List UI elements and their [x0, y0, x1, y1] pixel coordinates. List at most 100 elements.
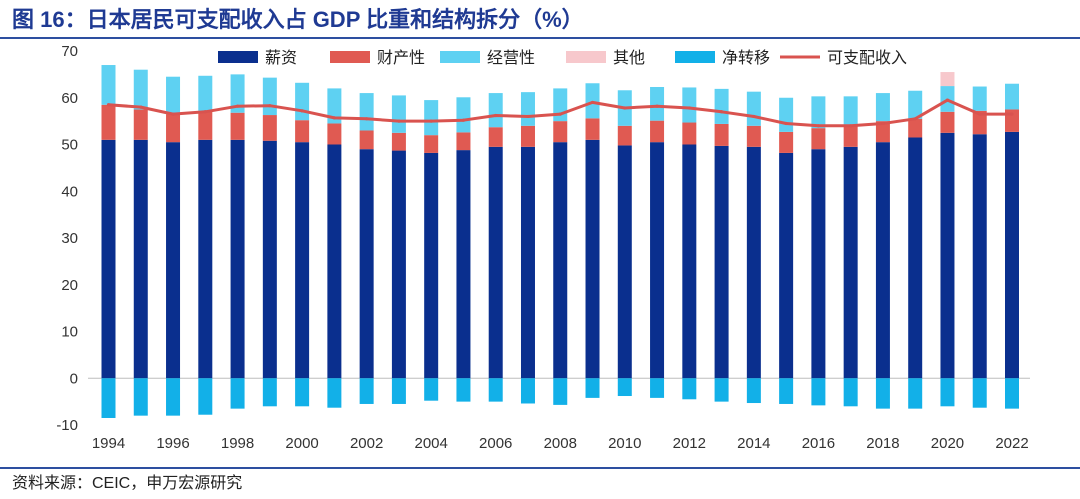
bar-property-2009 [585, 118, 600, 140]
point-disposable-2008 [558, 112, 562, 116]
bar-transfer-2011 [650, 378, 665, 398]
point-disposable-2004 [429, 119, 433, 123]
bar-property-1999 [262, 115, 277, 141]
bar-business-2019 [908, 90, 923, 119]
title-divider [0, 37, 1080, 39]
bar-wages-2014 [746, 146, 761, 379]
bar-business-2017 [843, 96, 858, 126]
bar-business-2001 [327, 88, 342, 124]
bar-wages-2000 [295, 142, 310, 379]
point-disposable-2014 [752, 114, 756, 119]
bar-property-2010 [617, 125, 632, 146]
bar-transfer-2017 [843, 378, 858, 407]
y-tick-label: 40 [61, 183, 78, 200]
point-disposable-1994 [106, 103, 111, 107]
point-disposable-2012 [687, 106, 691, 110]
bar-business-1997 [198, 75, 213, 111]
bar-business-1995 [133, 69, 148, 110]
bar-wages-1997 [198, 139, 213, 379]
bar-transfer-2013 [714, 378, 729, 402]
bar-transfer-2007 [520, 378, 535, 404]
legend-swatch-wages [218, 51, 258, 63]
point-disposable-1999 [268, 104, 272, 108]
bar-transfer-2009 [585, 378, 600, 398]
bar-property-2006 [488, 127, 503, 147]
bar-property-1997 [198, 110, 213, 140]
bar-wages-2009 [585, 139, 600, 379]
x-tick-label: 2020 [931, 435, 964, 452]
y-tick-label: 60 [61, 90, 78, 107]
bar-transfer-2004 [424, 378, 439, 401]
bar-wages-2021 [972, 134, 987, 379]
point-disposable-2003 [397, 119, 401, 123]
bar-transfer-2021 [972, 378, 987, 408]
x-tick-label: 1996 [156, 435, 189, 452]
point-disposable-2005 [461, 118, 466, 122]
bar-business-2013 [714, 88, 729, 124]
bar-wages-2020 [940, 132, 955, 379]
bar-business-2004 [424, 100, 439, 136]
bar-wages-2008 [553, 142, 568, 379]
bar-transfer-2003 [391, 378, 406, 404]
x-tick-label: 2000 [285, 435, 318, 452]
x-tick-label: 2004 [414, 435, 447, 452]
bar-property-2008 [553, 121, 568, 143]
bar-transfer-2000 [295, 378, 310, 407]
point-disposable-2019 [913, 117, 917, 121]
point-disposable-2007 [526, 114, 530, 119]
bar-wages-1996 [166, 142, 181, 379]
bar-property-2014 [746, 125, 761, 147]
x-tick-label: 2018 [866, 435, 899, 452]
bar-wages-2015 [779, 152, 794, 379]
legend-label-disposable: 可支配收入 [827, 49, 907, 67]
legend-swatch-business [440, 51, 480, 63]
bar-property-1996 [166, 114, 181, 143]
point-disposable-1997 [203, 110, 207, 114]
y-tick-label: 0 [70, 370, 78, 387]
legend-swatch-transfer [675, 51, 715, 63]
x-tick-label: 2008 [544, 435, 577, 452]
x-tick-label: 2012 [673, 435, 706, 452]
x-tick-label: 2016 [802, 435, 835, 452]
bar-business-2008 [553, 88, 568, 122]
legend-label-wages: 薪资 [265, 49, 297, 67]
point-disposable-2016 [816, 124, 820, 128]
bar-wages-2016 [811, 149, 826, 379]
point-disposable-1996 [171, 112, 175, 116]
bar-transfer-2008 [553, 378, 568, 405]
bar-business-2012 [682, 87, 697, 123]
y-tick-label: 10 [61, 324, 78, 341]
bar-wages-2019 [908, 137, 923, 379]
x-tick-label: 2010 [608, 435, 641, 452]
bar-transfer-2010 [617, 378, 632, 397]
bar-business-2003 [391, 95, 406, 133]
bar-property-2018 [875, 121, 890, 143]
bar-wages-2013 [714, 145, 729, 379]
x-tick-label: 1994 [92, 435, 125, 452]
point-disposable-1995 [139, 105, 143, 109]
bar-property-2004 [424, 135, 439, 153]
bar-transfer-2002 [359, 378, 374, 404]
y-tick-label: 30 [61, 230, 78, 247]
bar-wages-2018 [875, 142, 890, 379]
point-disposable-2013 [719, 110, 724, 114]
bar-business-2000 [295, 82, 310, 121]
point-disposable-2001 [332, 116, 336, 120]
x-tick-label: 2002 [350, 435, 383, 452]
legend-label-other: 其他 [613, 49, 645, 67]
chart-title: 图 16：日本居民可支配收入占 GDP 比重和结构拆分（%） [12, 7, 584, 32]
legend-label-property: 财产性 [377, 49, 425, 67]
bar-property-2000 [295, 120, 310, 143]
bar-wages-2005 [456, 150, 471, 379]
point-disposable-2021 [978, 112, 982, 116]
bar-property-2007 [520, 125, 535, 147]
bar-transfer-2014 [746, 378, 761, 404]
bar-business-2022 [1005, 83, 1019, 110]
legend-swatch-other [566, 51, 606, 63]
point-disposable-2022 [1010, 112, 1014, 116]
bar-business-1999 [262, 77, 277, 116]
bar-transfer-2020 [940, 378, 955, 407]
bar-property-2020 [940, 111, 955, 133]
bar-wages-1995 [133, 139, 148, 379]
point-disposable-2018 [881, 121, 885, 126]
